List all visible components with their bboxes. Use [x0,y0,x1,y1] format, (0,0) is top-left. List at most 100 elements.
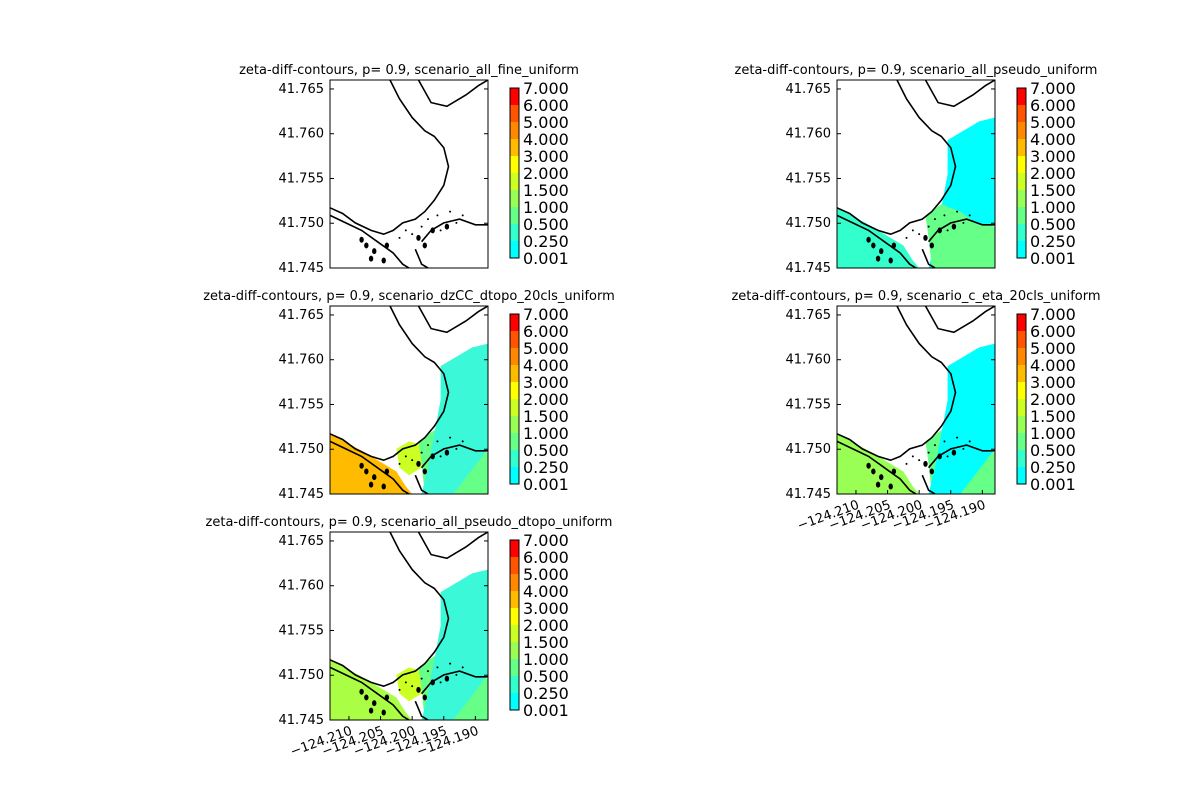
islet [927,225,930,228]
islet [946,455,949,458]
colorbar-label: 0.500 [523,667,569,686]
region-southeast-beach [925,204,995,268]
colorbar-label: 6.000 [1030,96,1076,115]
colorbar-label: 6.000 [523,96,569,115]
islet [364,694,369,701]
x-tick-label: −124.190 [415,724,481,760]
colorbar-label: 7.000 [523,79,569,98]
coastline [837,80,957,236]
islet [364,242,369,249]
coastline [414,700,429,720]
colorbar-label: 3.000 [523,373,569,392]
colorbar-label: 0.250 [523,684,569,703]
colorbar-label: 0.001 [1030,475,1076,494]
colorbar-label: 0.001 [523,249,569,268]
colorbar-segment [510,450,519,467]
islet [461,214,464,217]
plot-area [330,306,488,494]
islet [943,440,946,443]
colorbar-label: 1.000 [523,650,569,669]
islet [444,675,450,682]
islet [891,242,897,249]
islet [364,468,369,475]
islet [436,440,439,443]
coastline [330,532,450,688]
colorbar-segment [510,348,519,365]
colorbar-segment [510,659,519,676]
colorbar-segment [510,676,519,693]
islet [381,257,386,264]
colorbar-label: 7.000 [523,305,569,324]
chart-title: zeta-diff-contours, p= 0.9, scenario_all… [239,63,579,78]
coastline [927,444,995,469]
colorbar-label: 3.000 [523,147,569,166]
islet [968,440,971,443]
colorbar-segment [510,331,519,348]
y-tick-label: 41.755 [279,397,325,412]
colorbar-segment [510,224,519,241]
colorbar-segment [1017,122,1026,139]
colorbar-segment [510,591,519,608]
islet [416,234,421,241]
colorbar-label: 2.000 [523,390,569,409]
colorbar-label: 0.001 [1030,249,1076,268]
islet [422,694,427,701]
colorbar-label: 2.000 [1030,164,1076,183]
islet [420,225,423,228]
chart-panel-3: zeta-diff-contours, p= 0.9, scenario_dzC… [203,289,615,502]
islet [449,436,452,439]
islet [444,449,450,456]
coastline [927,218,995,243]
y-tick-label: 41.755 [786,397,832,412]
y-tick-label: 41.760 [279,127,325,142]
coastline [417,306,488,334]
colorbar-segment [510,139,519,156]
islet [368,481,374,488]
colorbar-label: 4.000 [1030,130,1076,149]
plot-area [330,532,488,720]
coastline [420,218,488,243]
islet [444,223,450,230]
coastline [921,248,936,268]
colorbar-label: 0.250 [523,232,569,251]
islet [879,248,884,255]
colorbar-label: 0.250 [1030,232,1076,251]
islet [420,677,423,680]
islet [426,218,429,221]
islet [359,688,364,695]
colorbar-segment [510,540,519,557]
islet [404,455,407,458]
islet [923,460,928,467]
y-tick-label: 41.760 [279,579,325,594]
islet [439,455,442,458]
coastline [837,440,917,494]
islet [866,462,871,469]
colorbar-label: 2.000 [1030,390,1076,409]
islet [422,468,427,475]
islet [962,447,965,450]
colorbar-segment [510,433,519,450]
colorbar-label: 1.500 [1030,407,1076,426]
colorbar-segment [510,122,519,139]
coastline [837,214,917,268]
islet [951,449,957,456]
colorbar-label: 0.500 [1030,215,1076,234]
islet [888,257,893,264]
islet [911,229,914,232]
islet [430,453,435,460]
colorbar-segment [1017,382,1026,399]
islet [436,214,439,217]
colorbar-segment [510,156,519,173]
colorbar-segment [1017,399,1026,416]
colorbar-label: 0.001 [523,475,569,494]
islet [404,681,407,684]
coastline [417,532,488,560]
colorbar-label: 1.000 [523,198,569,217]
islet [439,681,442,684]
colorbar-label: 3.000 [523,599,569,618]
colorbar-segment [1017,450,1026,467]
y-tick-label: 41.760 [786,127,832,142]
colorbar-segment [510,314,519,331]
colorbar-segment [510,365,519,382]
islet [875,255,881,262]
